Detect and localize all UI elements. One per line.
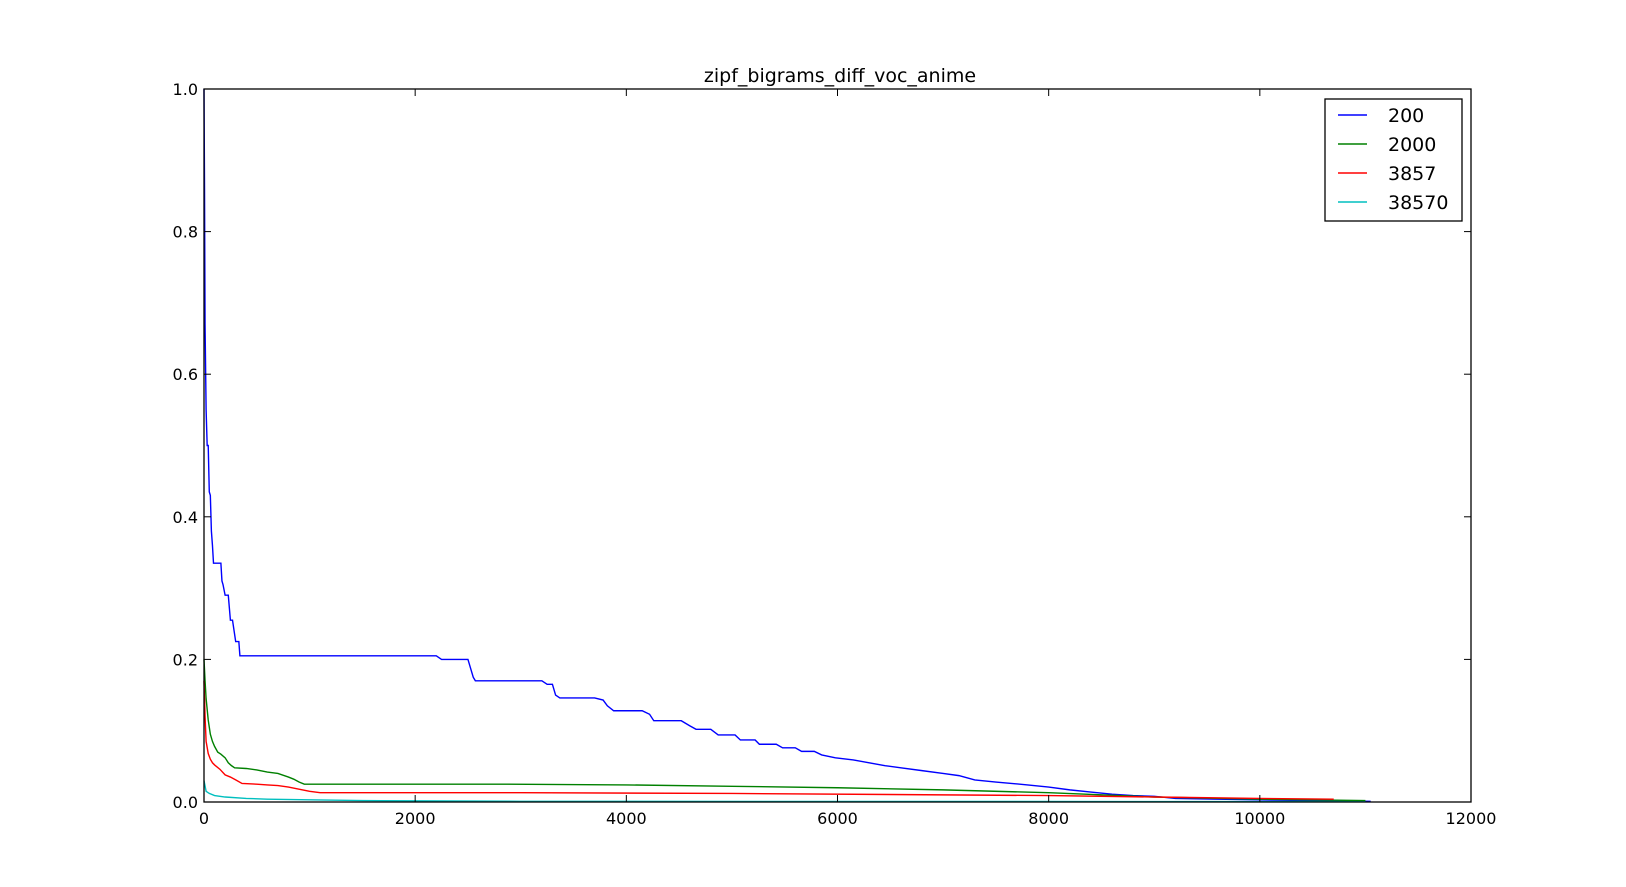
series-line-200 (203, 88, 1371, 802)
legend-label: 2000 (1388, 134, 1436, 156)
series-line-2000 (203, 659, 1366, 802)
ticks-layer: 0 2000 4000 6000 8000 10000 12000 0.0 0.2 0.4 0.6 0… (173, 80, 1497, 828)
legend-label: 200 (1388, 105, 1424, 127)
legend-box (1324, 98, 1463, 222)
x-tick-label: 8000 (1028, 809, 1069, 828)
x-tick-label: 4000 (606, 809, 647, 828)
y-tick-label: 0.2 (173, 650, 198, 669)
chart-title: zipf_bigrams_diff_voc_anime (704, 65, 976, 87)
y-tick-label: 0.8 (173, 223, 198, 242)
series-line-38570 (203, 780, 1366, 803)
y-tick-label: 1.0 (173, 80, 198, 99)
x-tick-label: 12000 (1446, 809, 1497, 828)
y-tick-label: 0.6 (173, 365, 198, 384)
y-tick-label: 0.0 (173, 793, 198, 812)
legend: 200 2000 3857 38570 (1324, 98, 1463, 222)
legend-label: 3857 (1388, 163, 1436, 185)
x-tick-label: 2000 (395, 809, 436, 828)
series-layer (203, 88, 1371, 803)
series-line-3857 (203, 680, 1334, 800)
x-tick-label: 0 (199, 809, 209, 828)
x-tick-label: 6000 (817, 809, 858, 828)
legend-label: 38570 (1388, 192, 1448, 214)
y-tick-label: 0.4 (173, 508, 198, 527)
x-tick-label: 10000 (1234, 809, 1285, 828)
